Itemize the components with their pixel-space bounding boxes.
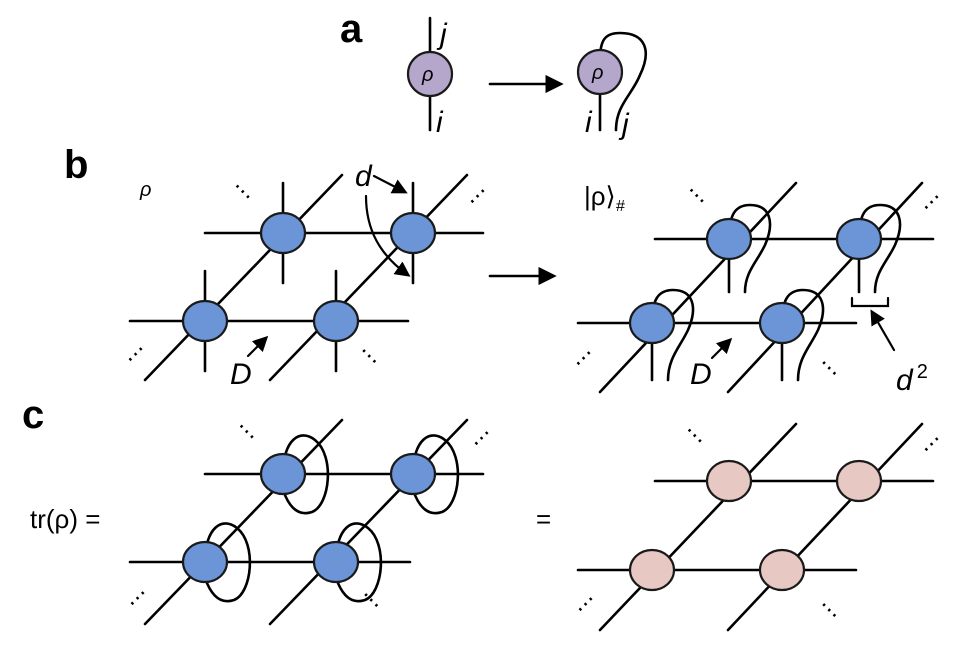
- vectorized-rho-network: ⋯ ⋯ ⋯ ⋯: [567, 179, 948, 394]
- rho-label: ρ: [421, 64, 433, 86]
- svg-text:⋯: ⋯: [119, 338, 152, 371]
- svg-text:⋯: ⋯: [461, 180, 494, 213]
- arrow-D: [246, 335, 269, 358]
- leg-j-bent: [598, 31, 647, 132]
- svg-text:⋯: ⋯: [812, 594, 845, 627]
- ket-rho-label: |ρ⟩#: [584, 181, 626, 215]
- rho-tensor-node: [406, 50, 454, 98]
- arrow-d-upper: [372, 174, 408, 194]
- index-j-label: j: [436, 18, 448, 51]
- transfer-network: ⋯ ⋯ ⋯ ⋯: [569, 419, 948, 632]
- bracket-d2: [850, 296, 890, 308]
- panel-label-c: c: [22, 393, 44, 437]
- svg-text:⋯: ⋯: [465, 422, 498, 455]
- svg-text:⋯: ⋯: [915, 428, 948, 461]
- panel-label-a: a: [340, 7, 363, 51]
- svg-text:⋯: ⋯: [812, 352, 845, 385]
- rho-tensor-node-reshaped: [576, 48, 624, 96]
- panel-b: b ρ ⋯ ⋯ ⋯ ⋯ d D: [64, 143, 948, 397]
- panel-c: c tr(ρ) = ⋯ ⋯ ⋯ ⋯ =: [22, 393, 948, 632]
- trace-label: tr(ρ) =: [30, 504, 100, 534]
- label-D-right: D: [690, 358, 712, 391]
- svg-text:⋯: ⋯: [354, 584, 387, 617]
- svg-text:⋯: ⋯: [226, 175, 259, 208]
- svg-text:⋯: ⋯: [680, 179, 713, 212]
- label-d: d: [355, 160, 373, 193]
- rho-label-2: ρ: [591, 62, 603, 84]
- equals-sign: =: [536, 504, 551, 534]
- svg-text:⋯: ⋯: [230, 415, 263, 448]
- svg-text:⋯: ⋯: [352, 340, 385, 373]
- svg-text:⋯: ⋯: [915, 186, 948, 219]
- panel-label-b: b: [64, 143, 88, 187]
- svg-text:⋯: ⋯: [678, 419, 711, 452]
- svg-text:⋯: ⋯: [569, 588, 602, 621]
- rho-network: ⋯ ⋯ ⋯ ⋯: [119, 173, 494, 382]
- arrow-d2: [870, 309, 896, 352]
- rho-label-b: ρ: [139, 179, 151, 201]
- label-D: D: [230, 358, 252, 391]
- index-i-label-2: i: [585, 106, 593, 139]
- index-i-label: i: [436, 106, 444, 139]
- traced-network-loops: ⋯ ⋯ ⋯ ⋯: [121, 415, 498, 626]
- svg-text:⋯: ⋯: [121, 582, 154, 615]
- arrow-D-right: [710, 337, 733, 360]
- svg-text:⋯: ⋯: [567, 342, 600, 375]
- panel-a: a ρ j i ρ i j: [340, 7, 647, 141]
- arrow-d-lower: [364, 194, 411, 277]
